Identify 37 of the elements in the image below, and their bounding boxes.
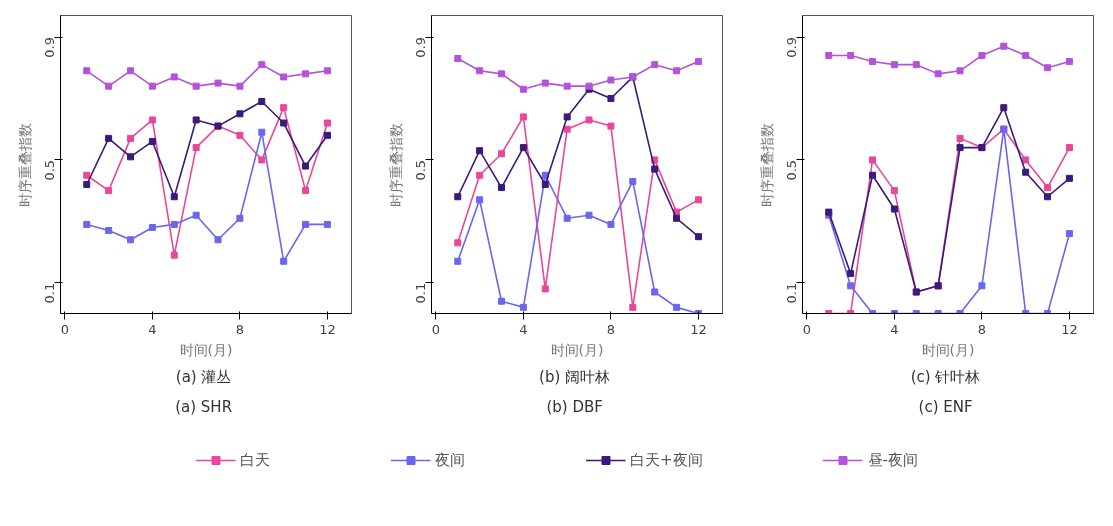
x-tick-label: 12 — [319, 321, 336, 337]
legend-label: 白天 — [240, 450, 270, 470]
x-tick-label: 4 — [519, 321, 528, 337]
y-tick-label: 0.9 — [42, 36, 57, 58]
y-tick-label: 0.1 — [413, 282, 428, 304]
legend-label: 夜间 — [435, 450, 465, 470]
x-tick-label: 12 — [1061, 321, 1078, 337]
x-tick-label: 8 — [235, 321, 245, 337]
text: (a) 灌丛 — [175, 367, 232, 386]
x-axis-title: 时间(月) — [179, 341, 233, 358]
y-tick-label: 0.9 — [784, 36, 799, 58]
y-tick-label: 0.5 — [413, 159, 428, 181]
x-tick-label: 8 — [606, 321, 616, 337]
text: (b) 阔叶林 — [539, 367, 611, 386]
y-tick-label: 0.5 — [42, 159, 57, 181]
y-tick-label: 0.1 — [42, 282, 57, 304]
legend-label: 白天+夜间 — [630, 450, 703, 470]
x-tick-label: 12 — [690, 321, 707, 337]
x-tick-label: 0 — [60, 321, 70, 337]
x-tick-label: 0 — [802, 321, 812, 337]
x-tick-label: 8 — [977, 321, 987, 337]
x-tick-label: 4 — [148, 321, 157, 337]
y-axis-title: 时序重叠指数 — [387, 122, 404, 207]
y-tick-label: 0.5 — [784, 159, 799, 181]
x-axis-title: 时间(月) — [921, 341, 975, 358]
y-axis-title: 时序重叠指数 — [16, 122, 33, 207]
y-tick-label: 0.1 — [784, 282, 799, 304]
legend-label: 昼-夜间 — [867, 450, 918, 470]
text: (a) SHR — [175, 397, 233, 416]
text: (c) ENF — [918, 397, 973, 416]
y-tick-label: 0.9 — [413, 36, 428, 58]
y-axis-title: 时序重叠指数 — [758, 122, 775, 207]
text: (c) 针叶林 — [910, 367, 981, 386]
x-axis-title: 时间(月) — [550, 341, 604, 358]
x-tick-label: 4 — [890, 321, 899, 337]
x-tick-label: 0 — [431, 321, 441, 337]
text: (b) DBF — [546, 397, 603, 416]
